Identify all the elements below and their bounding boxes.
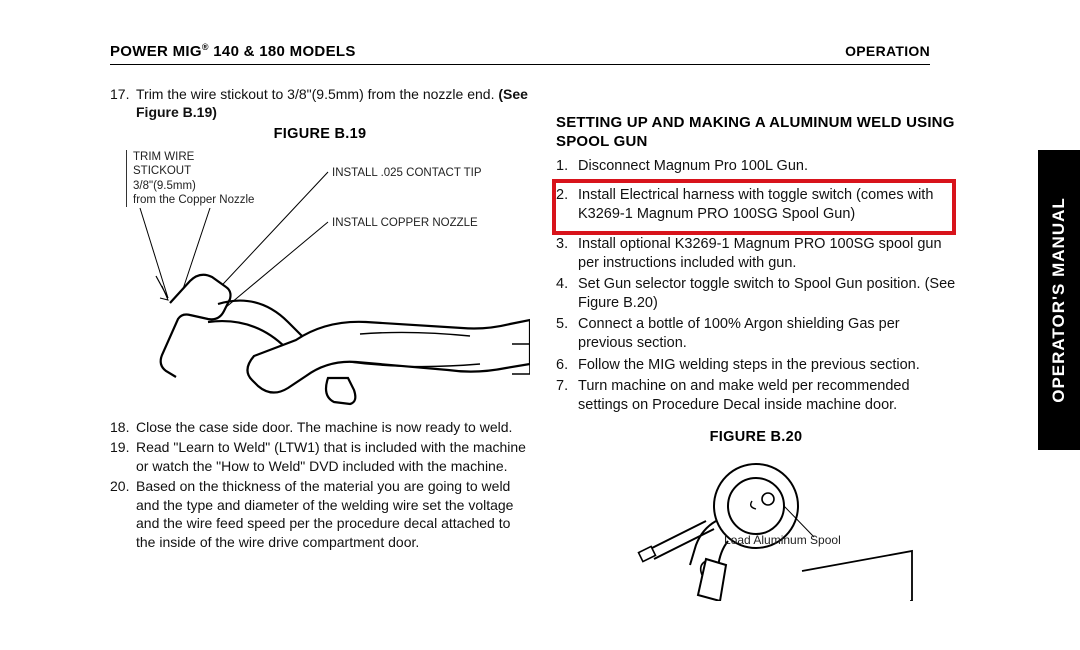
highlighted-step: 2.Install Electrical harness with toggle… <box>552 179 956 235</box>
step-text: Follow the MIG welding steps in the prev… <box>578 356 956 375</box>
left-column: 17. Trim the wire stickout to 3/8"(9.5mm… <box>110 85 530 601</box>
step-number: 3. <box>556 235 578 273</box>
header-left-suffix: 140 & 180 MODELS <box>209 43 356 60</box>
step-number: 19. <box>110 438 136 475</box>
fig20-svg <box>556 451 956 601</box>
fig19-trim4: from the Copper Nozzle <box>133 194 254 206</box>
figure-b20: Load Aluminum Spool <box>556 451 956 601</box>
registered-mark: ® <box>202 42 209 52</box>
manual-page: POWER MIG® 140 & 180 MODELS OPERATION 17… <box>0 0 990 601</box>
right-column: SETTING UP AND MAKING A ALUMINUM WELD US… <box>556 85 956 601</box>
step-text: Connect a bottle of 100% Argon shielding… <box>578 315 956 353</box>
fig19-label-trim: TRIM WIRE STICKOUT 3/8"(9.5mm) from the … <box>126 150 254 208</box>
step-number: 18. <box>110 418 136 436</box>
step-text: Install optional K3269-1 Magnum PRO 100S… <box>578 235 956 273</box>
side-tab-text: OPERATOR'S MANUAL <box>1049 197 1069 403</box>
step-text: Disconnect Magnum Pro 100L Gun. <box>578 157 956 176</box>
step-text: Trim the wire stickout to 3/8"(9.5mm) fr… <box>136 85 530 122</box>
fig19-trim3: 3/8"(9.5mm) <box>133 180 196 192</box>
side-tab: OPERATOR'S MANUAL <box>1038 150 1080 450</box>
step-number: 6. <box>556 356 578 375</box>
fig20-label: Load Aluminum Spool <box>724 533 841 547</box>
step-number: 17. <box>110 85 136 122</box>
right-step: 1.Disconnect Magnum Pro 100L Gun. <box>556 157 956 176</box>
step-number: 5. <box>556 315 578 353</box>
step-19: 19. Read "Learn to Weld" (LTW1) that is … <box>110 438 530 475</box>
content-columns: 17. Trim the wire stickout to 3/8"(9.5mm… <box>110 85 930 601</box>
header-left: POWER MIG® 140 & 180 MODELS <box>110 42 356 60</box>
figure-b19: TRIM WIRE STICKOUT 3/8"(9.5mm) from the … <box>110 148 530 418</box>
right-steps-list: 1.Disconnect Magnum Pro 100L Gun.2.Insta… <box>556 157 956 415</box>
fig19-label-nozzle: INSTALL COPPER NOZZLE <box>332 216 478 230</box>
page-header: POWER MIG® 140 & 180 MODELS OPERATION <box>110 42 930 65</box>
figure-b19-title: FIGURE B.19 <box>110 126 530 142</box>
step-number: 20. <box>110 477 136 551</box>
fig19-trim2: STICKOUT <box>133 165 191 177</box>
right-step: 2.Install Electrical harness with toggle… <box>556 186 946 224</box>
header-right: OPERATION <box>845 43 930 59</box>
step-text: Read "Learn to Weld" (LTW1) that is incl… <box>136 438 530 475</box>
step-20: 20. Based on the thickness of the materi… <box>110 477 530 551</box>
step-text: Set Gun selector toggle switch to Spool … <box>578 275 956 313</box>
section-title: SETTING UP AND MAKING A ALUMINUM WELD US… <box>556 113 956 151</box>
step-number: 2. <box>556 186 578 224</box>
step-text: Close the case side door. The machine is… <box>136 418 530 436</box>
step-17-pre: Trim the wire stickout to 3/8"(9.5mm) fr… <box>136 86 498 102</box>
step-number: 4. <box>556 275 578 313</box>
right-step: 3.Install optional K3269-1 Magnum PRO 10… <box>556 235 956 273</box>
right-step: 6.Follow the MIG welding steps in the pr… <box>556 356 956 375</box>
figure-b20-title: FIGURE B.20 <box>556 429 956 445</box>
fig19-trim1: TRIM WIRE <box>133 151 194 163</box>
step-17: 17. Trim the wire stickout to 3/8"(9.5mm… <box>110 85 530 122</box>
step-number: 1. <box>556 157 578 176</box>
right-step: 4.Set Gun selector toggle switch to Spoo… <box>556 275 956 313</box>
header-left-prefix: POWER MIG <box>110 43 202 60</box>
step-18: 18. Close the case side door. The machin… <box>110 418 530 436</box>
step-text: Install Electrical harness with toggle s… <box>578 186 946 224</box>
step-text: Based on the thickness of the material y… <box>136 477 530 551</box>
fig19-label-tip: INSTALL .025 CONTACT TIP <box>332 166 482 180</box>
step-text: Turn machine on and make weld per recomm… <box>578 377 956 415</box>
step-number: 7. <box>556 377 578 415</box>
right-step: 5.Connect a bottle of 100% Argon shieldi… <box>556 315 956 353</box>
right-step: 7.Turn machine on and make weld per reco… <box>556 377 956 415</box>
